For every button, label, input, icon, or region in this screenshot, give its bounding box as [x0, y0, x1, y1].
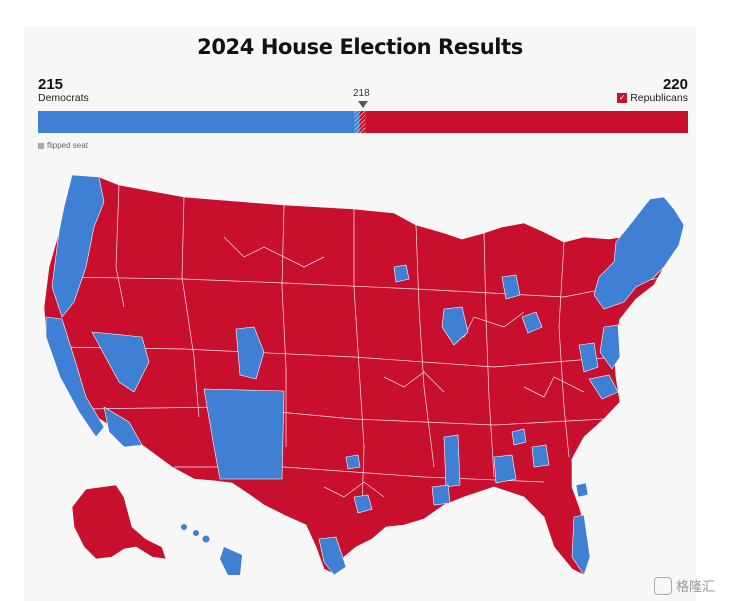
republicans-label: Republicans [630, 92, 688, 104]
mississippi-districts [443, 434, 461, 488]
check-icon: ✓ [617, 93, 628, 103]
alabama-districts [493, 454, 517, 484]
flipped-seat-label: flipped seat [47, 141, 88, 150]
district-map [43, 174, 685, 576]
jacksonville-districts [575, 482, 589, 498]
tennessee-districts [511, 428, 527, 446]
republicans-seat-count: 220 [662, 76, 688, 93]
north-carolina-districts [588, 374, 619, 400]
page-title: 2024 House Election Results [197, 35, 523, 59]
virginia-districts [578, 342, 599, 373]
california-coast-districts [45, 316, 105, 438]
flipped-swatch-icon [38, 142, 44, 149]
minnesota-districts [393, 264, 410, 283]
flipped-seat-legend: flipped seat [38, 141, 88, 150]
democratic-districts [45, 174, 685, 576]
results-card: 2024 House Election Results 215 Democrat… [24, 27, 696, 601]
republicans-bar [365, 111, 688, 133]
los-angeles-districts [103, 406, 143, 448]
new-orleans-districts [431, 484, 451, 506]
watermark-label: 格隆汇 [676, 579, 716, 594]
democrats-flipped-bar [354, 111, 360, 133]
michigan-districts [501, 274, 521, 300]
houston-districts [353, 494, 373, 514]
chicago-districts [441, 306, 469, 346]
colorado-districts [235, 326, 265, 380]
florida-districts [571, 514, 591, 576]
republicans-flipped-bar [359, 111, 366, 133]
nevada-districts [91, 331, 150, 393]
seat-bar [38, 111, 688, 133]
watermark: 格隆汇 [654, 576, 715, 595]
republicans-label-row: ✓ Republicans [617, 92, 688, 104]
majority-marker-icon [358, 101, 368, 108]
hawaii-shape [181, 524, 242, 575]
northeast-districts [593, 196, 685, 310]
atlanta-districts [531, 444, 550, 468]
alaska-shape [71, 484, 167, 560]
democrats-bar [38, 111, 355, 133]
majority-threshold-label: 218 [353, 88, 370, 99]
pacific-northwest-districts [51, 174, 105, 318]
watermark-logo-icon [654, 576, 672, 595]
mid-atlantic-districts [599, 324, 621, 370]
texas-border-districts [318, 536, 347, 576]
dallas-districts [345, 454, 361, 470]
democrats-seat-count: 215 [38, 76, 64, 93]
ohio-districts [521, 311, 543, 334]
new-mexico-districts [203, 388, 285, 480]
democrats-label: Democrats [38, 92, 89, 104]
